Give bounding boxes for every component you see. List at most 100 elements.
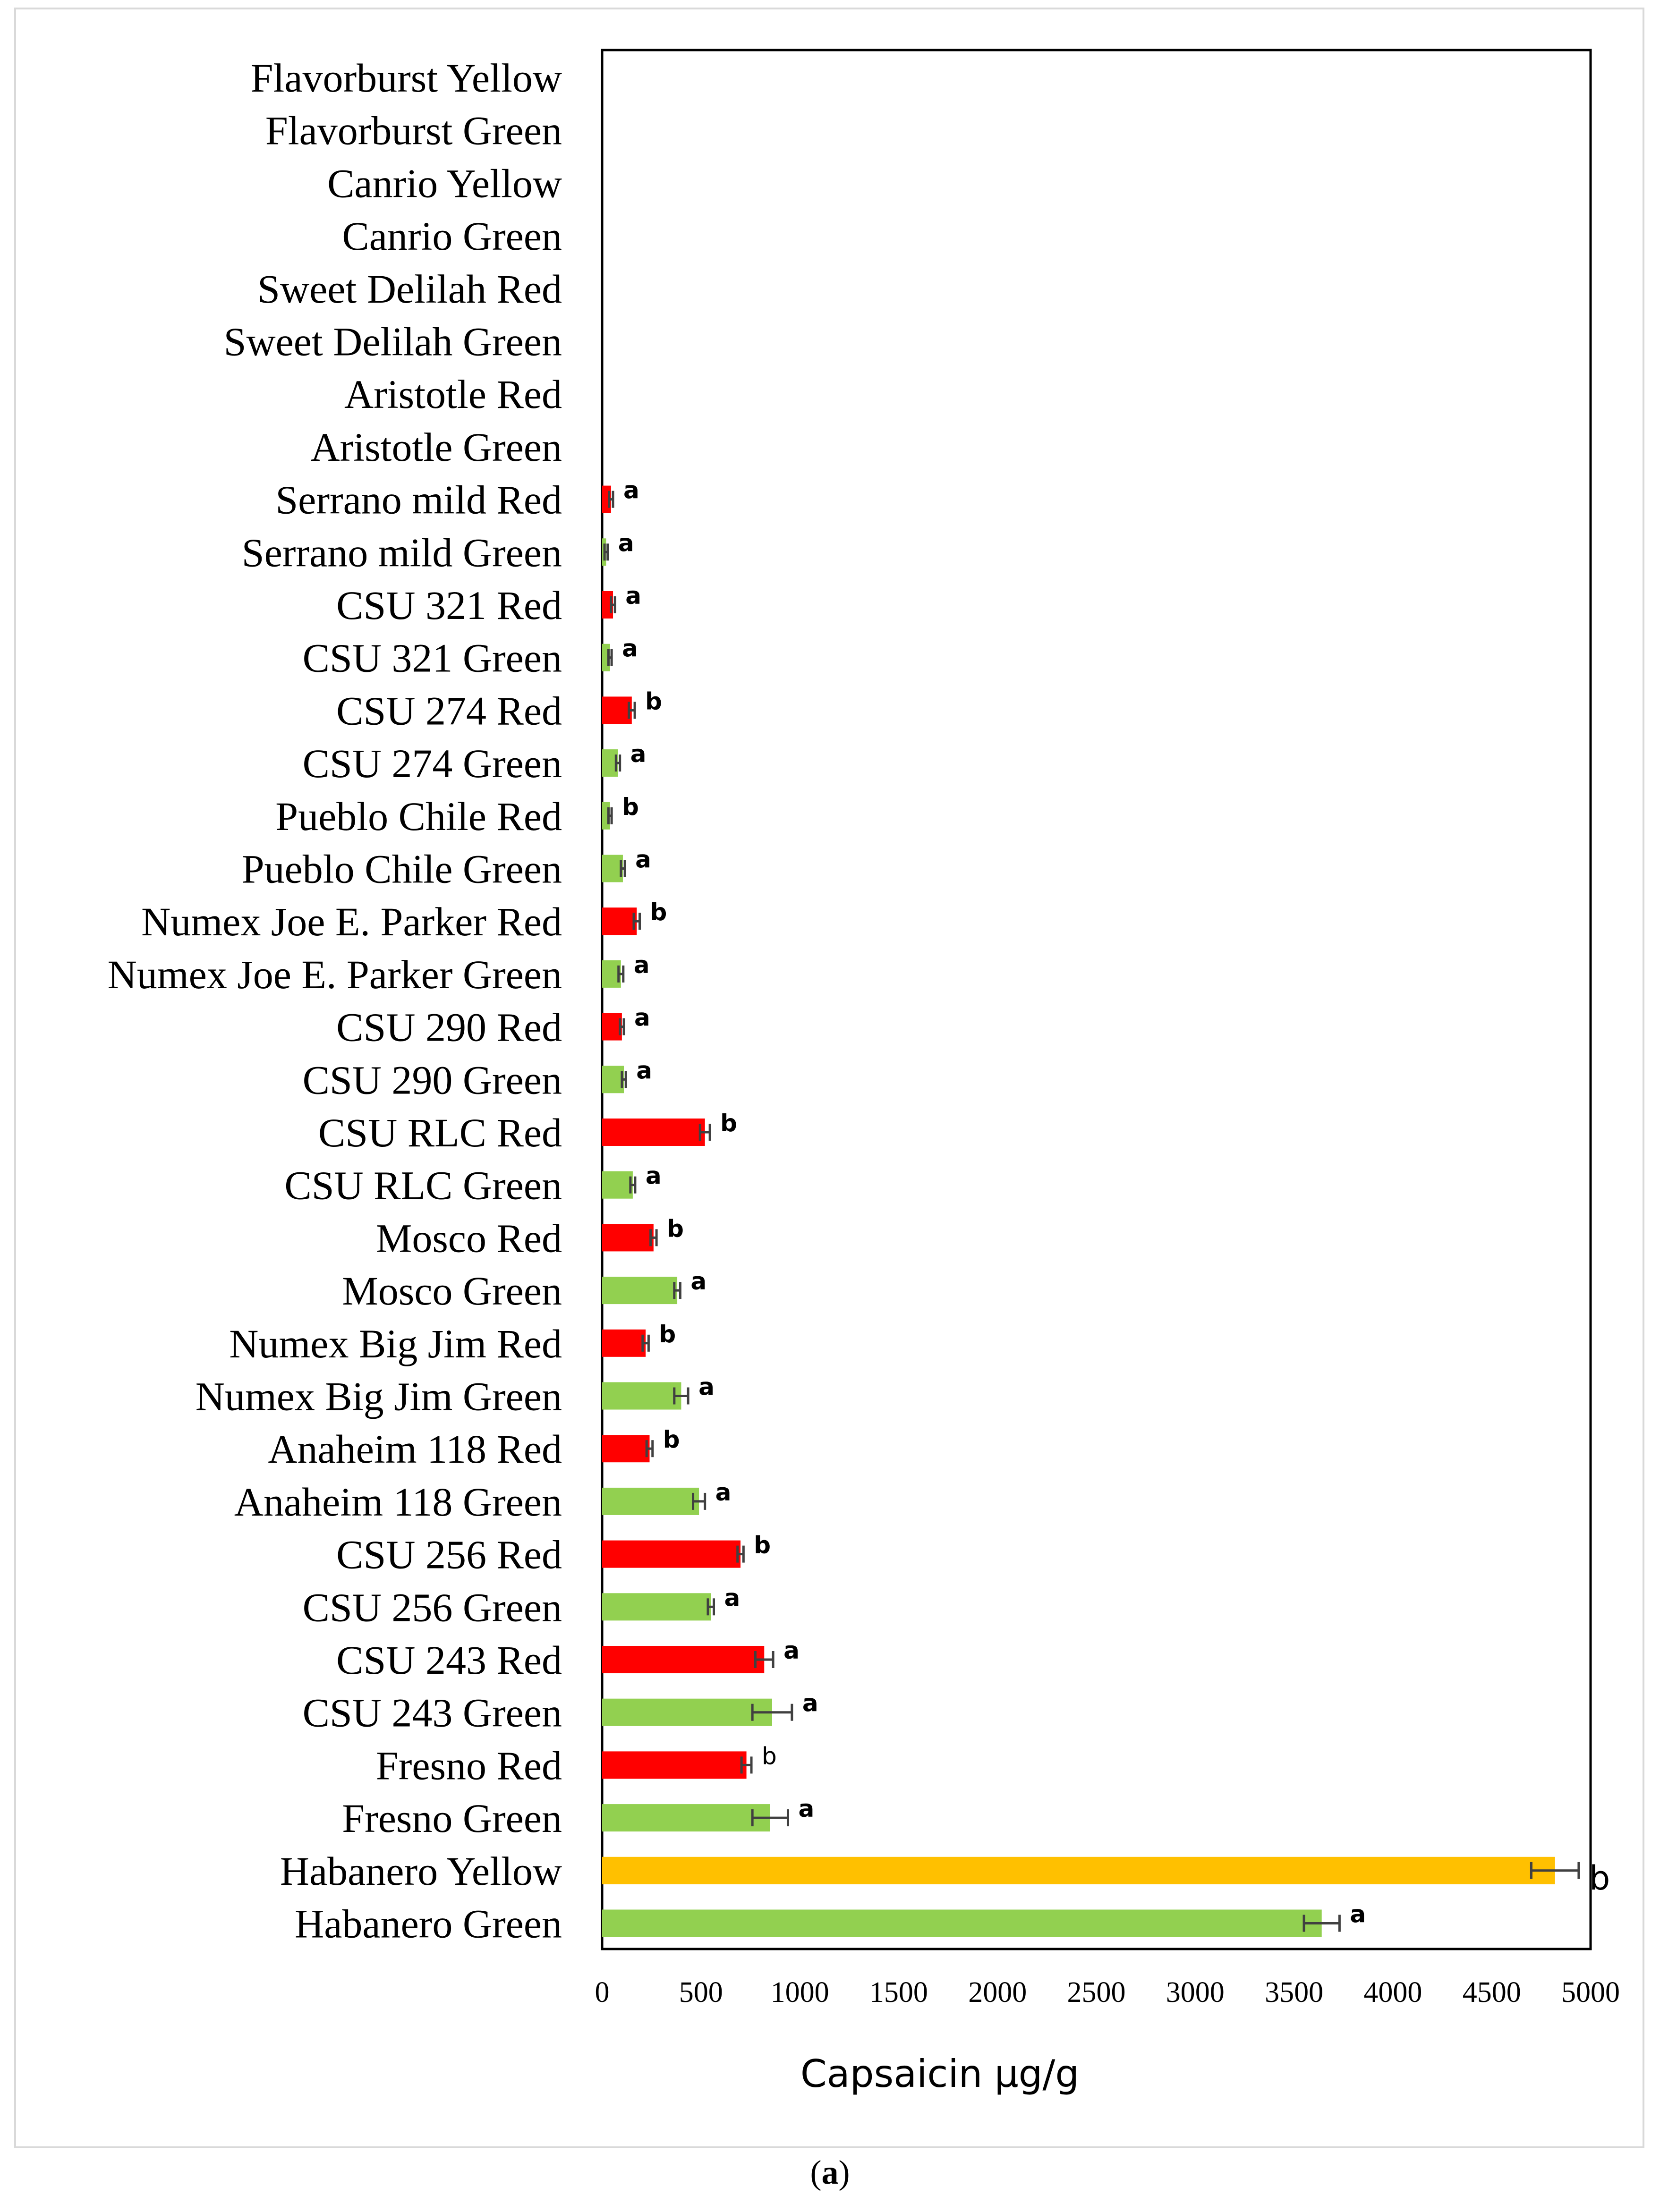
category-label-aristotle-green: Aristotle Green bbox=[310, 424, 562, 470]
bar-numex-big-jim-green bbox=[602, 1382, 681, 1410]
sig-label-serrano-mild-red: a bbox=[623, 477, 639, 504]
error-bar-fresno-green bbox=[751, 1809, 789, 1827]
category-label-csu-274-red: CSU 274 Red bbox=[336, 688, 562, 733]
caption-close: ) bbox=[838, 2153, 850, 2191]
error-bar-habanero-green bbox=[1302, 1915, 1341, 1932]
bar-csu-rlc-red bbox=[602, 1119, 705, 1146]
x-tick-4000: 4000 bbox=[1363, 1976, 1422, 2009]
category-label-mosco-red: Mosco Red bbox=[376, 1215, 562, 1261]
category-label-habanero-green: Habanero Green bbox=[295, 1901, 562, 1947]
x-tick-3000: 3000 bbox=[1166, 1976, 1225, 2009]
category-label-sweet-delilah-red: Sweet Delilah Red bbox=[257, 266, 562, 312]
category-labels-layer: Flavorburst Yellow Flavorburst Green Canri… bbox=[108, 55, 562, 1947]
error-bar-serrano-mild-red bbox=[608, 491, 614, 508]
chart-frame bbox=[14, 8, 1644, 2148]
error-bar-csu-rlc-red bbox=[698, 1124, 711, 1141]
sig-label-csu-243-red: a bbox=[783, 1637, 800, 1664]
category-label-anaheim-118-green: Anaheim 118 Green bbox=[234, 1479, 562, 1525]
error-bar-anaheim-118-green bbox=[692, 1492, 707, 1510]
category-label-csu-290-red: CSU 290 Red bbox=[336, 1005, 562, 1050]
sig-label-fresno-green: a bbox=[798, 1795, 814, 1822]
sig-label-csu-274-red: b bbox=[645, 687, 662, 715]
sig-label-csu-rlc-red: b bbox=[720, 1110, 737, 1137]
bar-fresno-green bbox=[602, 1804, 770, 1832]
category-label-csu-321-red: CSU 321 Red bbox=[336, 583, 562, 628]
error-bar-csu-243-green bbox=[751, 1703, 793, 1721]
error-bar-fresno-red bbox=[740, 1756, 753, 1774]
error-bar-mosco-red bbox=[649, 1229, 658, 1246]
sig-label-fresno-red: b bbox=[762, 1742, 777, 1770]
category-label-canrio-green: Canrio Green bbox=[342, 213, 562, 259]
category-label-serrano-mild-red: Serrano mild Red bbox=[275, 477, 562, 523]
bar-csu-290-green bbox=[602, 1066, 624, 1093]
bar-habanero-green bbox=[602, 1909, 1322, 1937]
sig-label-anaheim-118-green: a bbox=[715, 1479, 732, 1506]
category-label-csu-243-red: CSU 243 Red bbox=[336, 1637, 562, 1683]
sig-label-mosco-red: b bbox=[667, 1215, 684, 1242]
category-label-csu-256-green: CSU 256 Green bbox=[303, 1585, 562, 1630]
x-tick-0: 0 bbox=[595, 1976, 610, 2009]
category-label-aristotle-red: Aristotle Red bbox=[344, 372, 562, 417]
category-label-numex-big-jim-green: Numex Big Jim Green bbox=[196, 1374, 562, 1419]
category-label-pueblo-chile-green: Pueblo Chile Green bbox=[242, 847, 562, 892]
category-label-numex-big-jim-red: Numex Big Jim Red bbox=[229, 1321, 562, 1366]
x-tick-labels-layer: 0 500 1000 1500 2000 2500 3000 3500 4000 4500 5000 bbox=[595, 1976, 1620, 2009]
error-bar-anaheim-118-red bbox=[645, 1440, 654, 1458]
bar-anaheim-118-red bbox=[602, 1435, 650, 1463]
sig-label-csu-243-green: a bbox=[802, 1690, 818, 1717]
bar-csu-290-red bbox=[602, 1013, 622, 1041]
x-axis-title: Capsaicin µg/g bbox=[800, 2052, 1079, 2096]
sig-label-csu-321-green: a bbox=[622, 635, 638, 662]
sig-label-numex-joe-e-parker-red: b bbox=[650, 898, 667, 926]
error-bars-layer bbox=[603, 491, 1580, 1932]
x-tick-1000: 1000 bbox=[771, 1976, 829, 2009]
panel-caption: (a) bbox=[0, 2153, 1660, 2192]
category-label-habanero-yellow: Habanero Yellow bbox=[280, 1848, 562, 1894]
sig-label-csu-rlc-green: a bbox=[646, 1162, 662, 1190]
error-bar-pueblo-chile-red bbox=[607, 807, 613, 824]
sig-label-habanero-yellow: b bbox=[1589, 1859, 1610, 1898]
sig-label-pueblo-chile-red: b bbox=[622, 793, 639, 821]
sig-label-mosco-green: a bbox=[690, 1268, 707, 1295]
bar-csu-243-green bbox=[602, 1698, 772, 1726]
bar-mosco-green bbox=[602, 1277, 678, 1305]
category-label-csu-rlc-green: CSU RLC Green bbox=[284, 1163, 562, 1208]
category-label-pueblo-chile-red: Pueblo Chile Red bbox=[275, 794, 562, 839]
x-tick-4500: 4500 bbox=[1463, 1976, 1521, 2009]
bar-fresno-red bbox=[602, 1751, 747, 1779]
category-label-canrio-yellow: Canrio Yellow bbox=[327, 161, 562, 206]
sig-label-serrano-mild-green: a bbox=[618, 529, 634, 557]
category-label-csu-rlc-red: CSU RLC Red bbox=[318, 1110, 562, 1155]
bars-layer bbox=[602, 485, 1555, 1937]
category-label-csu-274-green: CSU 274 Green bbox=[303, 741, 562, 786]
category-label-fresno-red: Fresno Red bbox=[376, 1743, 562, 1788]
bar-anaheim-118-green bbox=[602, 1487, 699, 1515]
category-label-csu-321-green: CSU 321 Green bbox=[303, 636, 562, 681]
caption-letter: a bbox=[821, 2153, 839, 2191]
category-label-numex-joe-e-parker-green: Numex Joe E. Parker Green bbox=[108, 952, 562, 997]
bar-csu-274-red bbox=[602, 696, 632, 724]
category-label-flavorburst-yellow: Flavorburst Yellow bbox=[251, 55, 562, 101]
error-bar-numex-big-jim-green bbox=[673, 1387, 690, 1405]
sig-label-csu-290-green: a bbox=[636, 1057, 652, 1084]
x-tick-2500: 2500 bbox=[1067, 1976, 1126, 2009]
category-label-csu-243-green: CSU 243 Green bbox=[303, 1690, 562, 1736]
category-label-csu-290-green: CSU 290 Green bbox=[303, 1057, 562, 1102]
category-label-numex-joe-e-parker-red: Numex Joe E. Parker Red bbox=[141, 899, 562, 944]
category-label-sweet-delilah-green: Sweet Delilah Green bbox=[224, 319, 562, 364]
error-bar-numex-joe-e-parker-red bbox=[632, 913, 641, 930]
error-bar-csu-321-red bbox=[610, 596, 616, 613]
sig-label-numex-big-jim-green: a bbox=[698, 1373, 715, 1401]
category-label-anaheim-118-red: Anaheim 118 Red bbox=[268, 1426, 562, 1472]
sig-label-csu-256-green: a bbox=[724, 1584, 741, 1611]
error-bar-csu-290-green bbox=[621, 1071, 627, 1088]
error-bar-habanero-yellow bbox=[1530, 1862, 1580, 1879]
error-bar-serrano-mild-green bbox=[603, 543, 609, 561]
caption-open: ( bbox=[810, 2153, 822, 2191]
error-bar-csu-rlc-green bbox=[629, 1176, 637, 1194]
sig-label-csu-274-green: a bbox=[630, 740, 647, 768]
sig-label-habanero-green: a bbox=[1350, 1901, 1366, 1928]
x-tick-500: 500 bbox=[679, 1976, 723, 2009]
